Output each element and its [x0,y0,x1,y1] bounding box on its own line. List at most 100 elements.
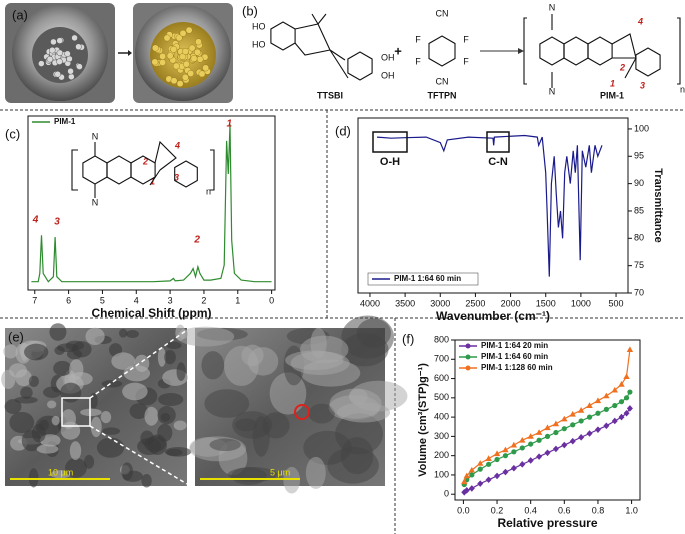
grain [356,318,391,348]
marker [611,417,618,425]
marker [623,373,630,380]
grain [71,341,92,358]
grain [129,403,149,419]
grain [53,360,72,376]
grain [209,438,241,452]
marker [486,461,492,467]
x-tick-label: 3000 [430,298,450,308]
grain [157,423,173,442]
grain [69,359,84,380]
marker [502,453,509,459]
grain [123,365,151,382]
grain [224,345,259,386]
marker [594,397,602,404]
x-axis-label: Wavenumber (cm⁻¹) [436,309,550,323]
y-tick-label: 75 [634,260,644,270]
marker [627,389,633,395]
atom: OH [381,70,395,80]
marker [468,466,476,473]
legend-label: PIM-1 1:64 60 min [481,352,548,361]
grain [28,468,39,488]
ball [159,52,167,60]
legend-marker [465,354,471,360]
ball [68,73,75,81]
ball [56,49,64,57]
bond [294,13,349,79]
ball [179,29,187,37]
marker [528,441,534,447]
atom: F [415,56,421,66]
grain [231,467,267,485]
ball [170,77,178,85]
atom: N [92,197,99,207]
marker [561,415,568,422]
y-tick-label: 400 [434,411,449,421]
atom: OH [381,52,395,62]
marker [570,422,576,428]
grain [61,409,76,429]
compound-name: PIM-1 [600,90,624,100]
marker [463,472,470,479]
grain [49,323,67,341]
grain [118,328,128,338]
x-tick-label: 0.2 [491,505,504,515]
bond [523,14,681,88]
ball [56,58,63,65]
compound-name: TTSBI [317,90,343,100]
ring [106,155,132,185]
x-tick-label: 0 [269,295,274,305]
marker [577,407,585,413]
y-tick-label: 800 [434,334,449,344]
y-tick-label: 80 [634,233,644,243]
x-tick-label: 1.0 [625,505,638,515]
marker [618,381,625,387]
marker [468,485,475,492]
sem-images: 10 μm 5 μm [1,315,408,494]
grain [308,403,335,424]
marker [477,466,483,472]
legend-marker [465,365,471,371]
y-tick-label: 0 [444,489,449,499]
atom: HO [252,39,266,49]
x-axis-label: Chemical Shift (ppm) [91,306,211,320]
grain [100,410,112,424]
grain [20,386,33,399]
atom: CN [436,8,449,18]
y-tick-label: 700 [434,354,449,364]
position-number: 2 [619,62,625,72]
marker [595,410,601,416]
grain [111,352,136,370]
annotation-box [486,131,510,153]
compound-name: TFTPN [428,90,457,100]
grain [327,447,379,484]
plot-frame [357,117,629,294]
grain [14,396,38,404]
x-tick-label: 6 [66,295,71,305]
ring [428,35,456,67]
bond [149,140,177,186]
x-tick-label: 5 [100,295,105,305]
grain [176,362,186,381]
ball [194,48,201,56]
ring [270,21,296,51]
grain [28,375,40,387]
legend-label: PIM-1 1:128 60 min [481,363,553,372]
x-tick-label: 1500 [536,298,556,308]
x-tick-label: 0.6 [558,505,571,515]
marker [469,472,475,478]
grain [137,437,162,456]
y-tick-label: 200 [434,450,449,460]
ball [170,45,178,53]
peak-label: 1 [227,119,233,130]
marker [485,476,492,484]
grain [101,380,123,388]
ball [187,70,195,77]
grain [50,470,71,479]
ball [152,44,159,52]
y-tick-label: 70 [634,287,644,297]
photos [5,3,233,103]
y-tick-label: 85 [634,205,644,215]
grain [9,411,35,434]
marker [603,392,610,399]
